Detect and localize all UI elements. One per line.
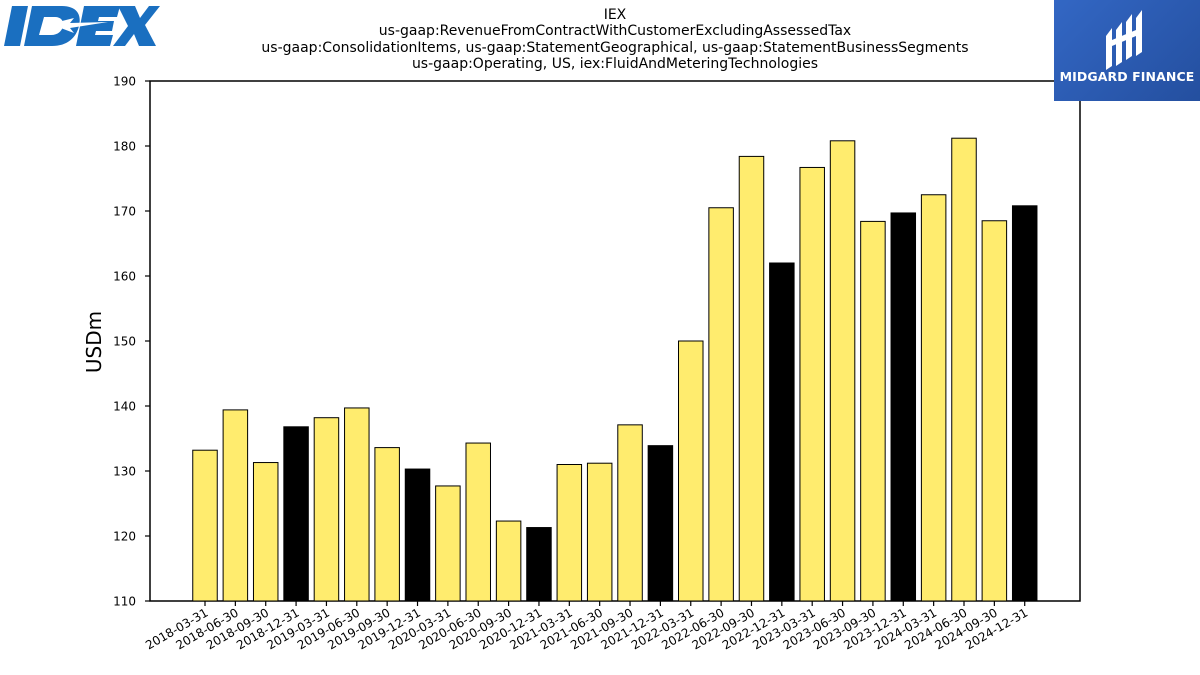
bar-2019-06-30 (344, 407, 370, 602)
bar-2023-03-31 (799, 166, 825, 602)
idex-logo-icon (4, 6, 160, 46)
y-tick-label: 140 (113, 400, 136, 414)
y-tick-label: 170 (113, 205, 136, 219)
chart-title: IEX us-gaap:RevenueFromContractWithCusto… (150, 7, 1080, 72)
bar-2021-03-31 (556, 464, 583, 602)
bar-2018-09-30 (252, 462, 279, 602)
bar-2018-03-31 (192, 449, 218, 602)
bar-2021-12-31 (647, 445, 674, 602)
bar-2022-06-30 (708, 207, 734, 602)
midgard-brand-text: MIDGARD FINANCE (1059, 69, 1195, 84)
title-line-axes: us-gaap:ConsolidationItems, us-gaap:Stat… (261, 39, 969, 56)
bar-2019-09-30 (374, 447, 400, 602)
y-tick-label: 190 (113, 75, 136, 89)
bar-2021-06-30 (586, 462, 613, 602)
bar-2022-09-30 (738, 155, 765, 602)
y-tick-label: 110 (113, 595, 136, 609)
bar-2018-06-30 (222, 409, 249, 602)
bar-2019-12-31 (404, 468, 431, 602)
y-tick-label: 130 (113, 465, 136, 479)
bar-2023-06-30 (829, 140, 856, 602)
bar-2024-12-31 (1011, 205, 1038, 602)
y-tick-label: 180 (113, 140, 136, 154)
bar-2018-12-31 (283, 426, 309, 602)
bar-2024-09-30 (981, 220, 1008, 602)
bar-2024-06-30 (951, 137, 977, 602)
midgard-logo: MIDGARD FINANCE (1054, 0, 1200, 101)
bar-2020-03-31 (435, 485, 461, 602)
bar-2022-03-31 (678, 340, 704, 602)
bar-2023-12-31 (890, 212, 917, 602)
y-axis-label: USDm (82, 311, 106, 373)
y-tick-label: 150 (113, 335, 136, 349)
bar-2020-09-30 (495, 520, 522, 602)
title-line-concept: us-gaap:RevenueFromContractWithCustomerE… (378, 23, 852, 40)
bar-2022-12-31 (769, 262, 795, 602)
bar-2023-09-30 (860, 220, 886, 602)
bar-2020-12-31 (526, 527, 552, 602)
bar-2019-03-31 (313, 417, 340, 602)
bar-2020-06-30 (465, 442, 491, 602)
bar-2021-09-30 (617, 424, 643, 602)
title-line-company: IEX (603, 7, 627, 23)
y-tick-label: 160 (113, 270, 136, 284)
title-line-members: us-gaap:Operating, US, iex:FluidAndMeter… (411, 55, 819, 72)
idex-logo (4, 4, 160, 48)
midgard-logo-icon (1106, 10, 1142, 70)
y-tick-label: 120 (113, 530, 136, 544)
bar-2024-03-31 (920, 194, 947, 602)
